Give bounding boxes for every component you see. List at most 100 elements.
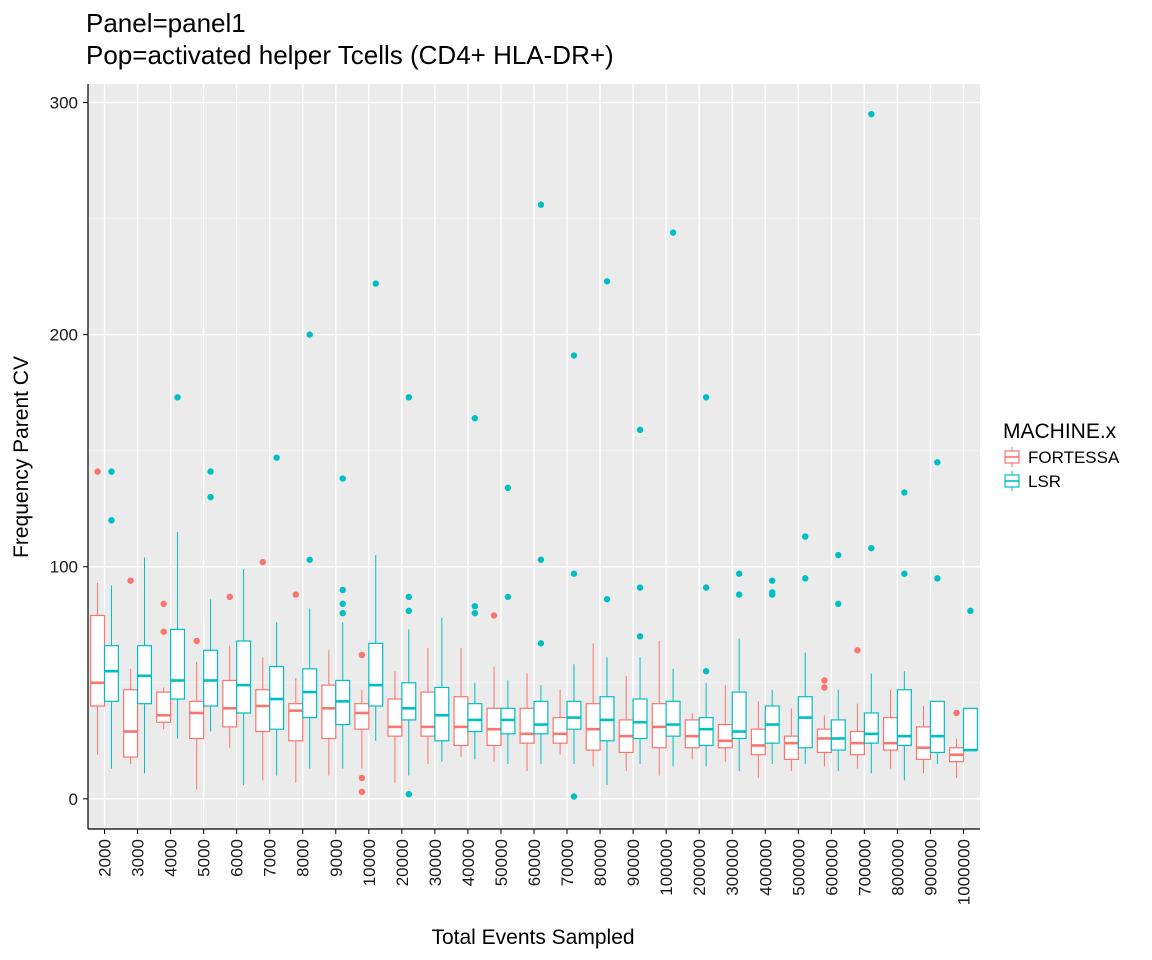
- outlier-point: [193, 637, 200, 645]
- box-fortessa-6000: [222, 593, 238, 748]
- outlier-point: [405, 394, 412, 401]
- box-body: [519, 707, 535, 744]
- outlier-point: [339, 609, 346, 617]
- box-body: [552, 716, 568, 744]
- x-tick-label: 2000: [96, 839, 115, 877]
- chart-subtitle: Pop=activated helper Tcells (CD4+ HLA-DR…: [86, 40, 614, 70]
- box-body: [222, 679, 238, 728]
- outlier-point: [901, 489, 908, 496]
- x-tick-label: 80000: [591, 839, 610, 886]
- x-tick-label: 60000: [525, 839, 544, 886]
- box-fortessa-4000: [156, 600, 172, 730]
- box-lsr-9000: [335, 475, 351, 769]
- box-body: [401, 682, 417, 721]
- legend-key-lsr: [1004, 471, 1020, 491]
- x-tick-label: 70000: [558, 839, 577, 886]
- box-body: [783, 735, 799, 760]
- x-tick-label: 20000: [393, 839, 412, 886]
- box-body: [962, 707, 978, 751]
- box-body: [354, 703, 370, 730]
- outlier-point: [405, 593, 412, 601]
- boxplot-series: [90, 110, 978, 800]
- box-body: [453, 696, 469, 747]
- series-fortessa: [90, 468, 965, 796]
- x-tick-label: 600000: [822, 839, 841, 896]
- box-body: [169, 628, 186, 700]
- box-body: [750, 728, 766, 756]
- box-lsr-40000: [467, 415, 483, 760]
- x-tick-label: 30000: [426, 839, 445, 886]
- x-tick-label: 700000: [855, 839, 874, 896]
- box-fortessa-800000: [882, 689, 899, 769]
- box-fortessa-3000: [123, 577, 139, 765]
- x-tick-label: 4000: [162, 839, 181, 877]
- x-tick-label: 200000: [690, 839, 709, 896]
- outlier-point: [603, 278, 611, 285]
- outlier-point: [358, 651, 366, 659]
- box-body: [90, 614, 106, 707]
- box-fortessa-5000: [189, 637, 205, 790]
- box-fortessa-9000: [321, 650, 337, 776]
- box-lsr-600000: [830, 551, 846, 771]
- y-tick-label: 300: [50, 94, 78, 113]
- box-lsr-90000: [632, 426, 648, 765]
- box-body: [368, 642, 384, 707]
- box-body: [255, 689, 271, 733]
- chart-title: Panel=panel1: [86, 8, 246, 38]
- box-fortessa-600000: [816, 677, 832, 767]
- box-body: [816, 728, 832, 754]
- outlier-point: [339, 600, 346, 608]
- outlier-point: [854, 647, 861, 654]
- legend-key-fortessa: [1004, 447, 1020, 467]
- box-fortessa-400000: [750, 701, 766, 778]
- outlier-point: [108, 468, 115, 475]
- box-lsr-20000: [401, 394, 417, 798]
- box-body: [486, 707, 502, 747]
- legend-item-fortessa: FORTESSA: [1004, 447, 1120, 467]
- outlier-point: [636, 426, 644, 434]
- outlier-point: [405, 607, 412, 615]
- outlier-point: [768, 591, 776, 598]
- x-tick-label: 6000: [228, 839, 247, 877]
- outlier-point: [504, 484, 512, 492]
- box-fortessa-7000: [255, 558, 271, 781]
- box-body: [203, 649, 219, 707]
- y-axis-ticks: 0 100 200 300: [50, 94, 88, 809]
- x-axis-title: Total Events Sampled: [431, 926, 634, 949]
- outlier-point: [358, 788, 366, 796]
- x-tick-label: 3000: [129, 839, 148, 877]
- box-lsr-100000: [665, 229, 681, 767]
- box-body: [717, 723, 733, 749]
- legend: MACHINE.x FORTESSA LSR: [1003, 420, 1120, 491]
- outlier-point: [160, 628, 167, 635]
- legend-item-lsr: LSR: [1004, 471, 1061, 491]
- outlier-point: [702, 584, 710, 591]
- box-fortessa-70000: [552, 689, 568, 755]
- x-tick-label: 800000: [888, 839, 907, 896]
- box-lsr-200000: [698, 394, 714, 767]
- outlier-point: [802, 575, 809, 582]
- box-body: [387, 698, 403, 737]
- box-lsr-7000: [269, 454, 285, 776]
- outlier-point: [471, 609, 479, 617]
- box-fortessa-900000: [915, 705, 932, 774]
- x-tick-label: 90000: [624, 839, 643, 886]
- outlier-point: [570, 793, 578, 800]
- outlier-point: [636, 633, 644, 640]
- box-fortessa-40000: [453, 647, 469, 758]
- x-axis-ticks: 2000 3000 4000 5000 6000 7000 8000 9000 10000 200…: [96, 829, 973, 905]
- box-body: [830, 719, 846, 751]
- outlier-point: [537, 201, 545, 208]
- x-tick-label: 400000: [756, 839, 775, 896]
- x-tick-label: 900000: [921, 839, 940, 896]
- series-lsr: [103, 110, 978, 800]
- box-fortessa-500000: [783, 708, 799, 771]
- outlier-point: [174, 394, 181, 401]
- box-lsr-700000: [863, 110, 879, 774]
- box-body: [863, 712, 879, 744]
- outlier-point: [835, 551, 842, 559]
- outlier-point: [372, 280, 379, 287]
- box-body: [566, 700, 582, 730]
- box-body: [189, 700, 205, 740]
